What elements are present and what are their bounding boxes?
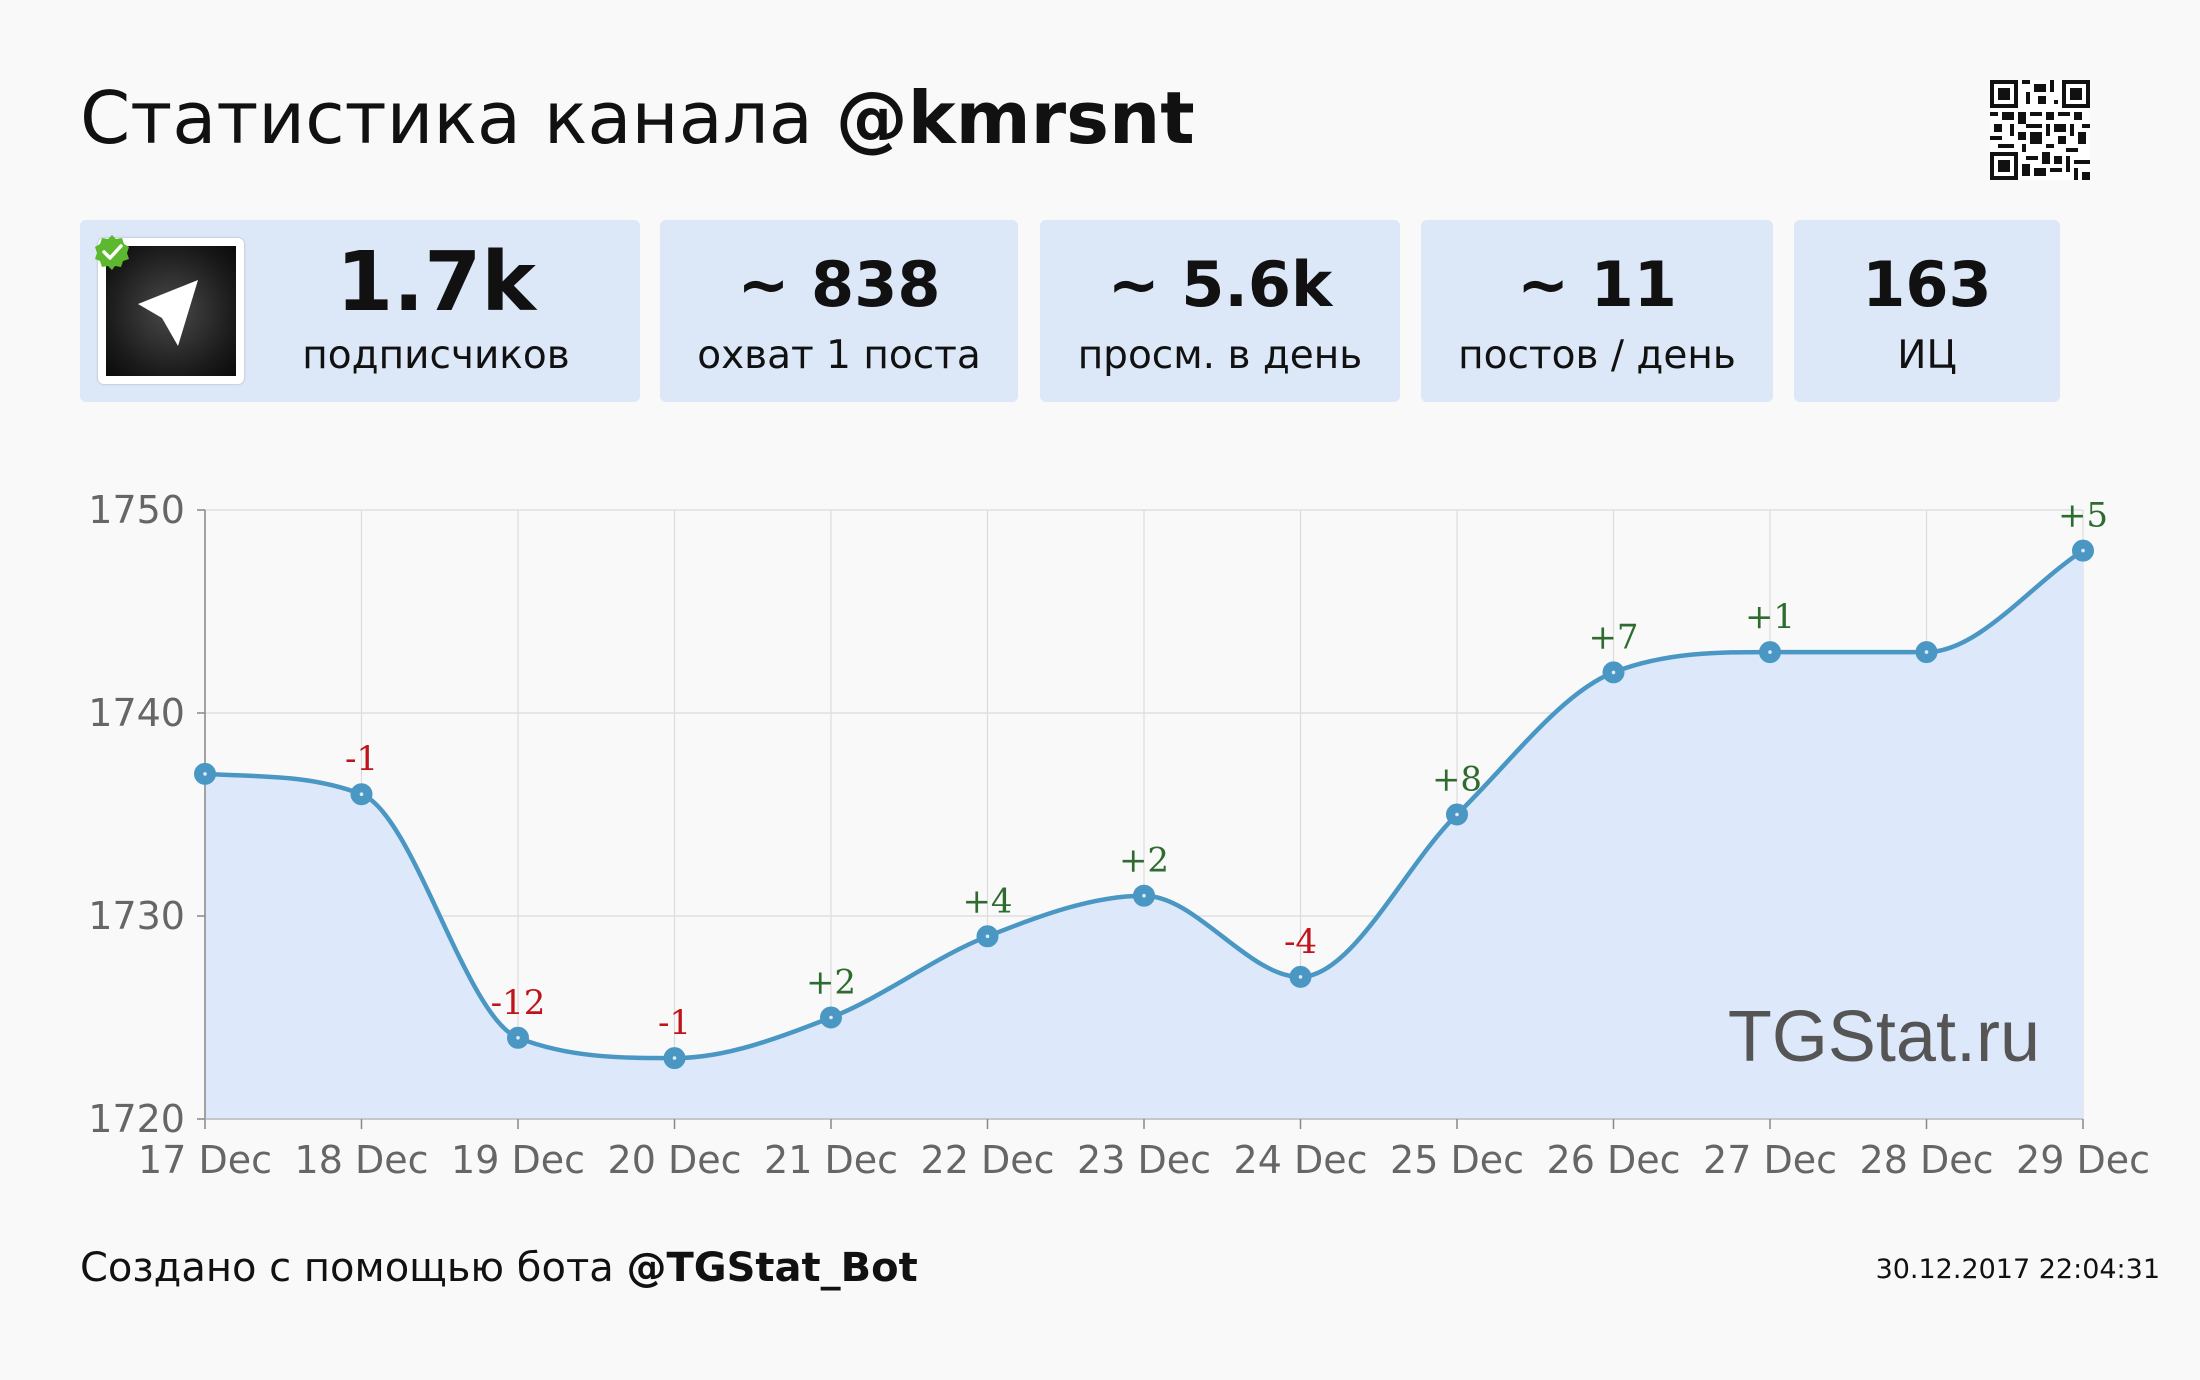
- x-tick-label: 27 Dec: [1703, 1138, 1837, 1180]
- data-point-center: [672, 1056, 677, 1060]
- stat-value: 163: [1862, 248, 1992, 321]
- y-tick-label: 1730: [88, 894, 185, 938]
- data-point-center: [359, 792, 364, 796]
- stat-label: ИЦ: [1897, 333, 1957, 378]
- verified-check-icon: [95, 235, 129, 270]
- change-label: +2: [1119, 841, 1169, 881]
- stat-label: просм. в день: [1077, 333, 1363, 378]
- stat-value: 1.7k: [336, 235, 536, 330]
- footer-credit: Создано с помощью бота @TGStat_Bot: [80, 1248, 918, 1288]
- data-point-center: [1142, 893, 1146, 898]
- stat-card-reach: ~ 838 охват 1 поста: [660, 220, 1018, 402]
- bot-link[interactable]: @TGStat_Bot: [626, 1245, 918, 1291]
- x-tick-label: 28 Dec: [1860, 1138, 1994, 1180]
- change-label: -1: [658, 1003, 691, 1043]
- change-label: -4: [1284, 922, 1317, 962]
- stat-card-citation-index: 163 ИЦ: [1794, 220, 2060, 402]
- y-tick-label: 1720: [88, 1097, 185, 1141]
- x-tick-label: 20 Dec: [608, 1138, 742, 1180]
- chart-y-tick-labels: 1720 1730 1740 1750: [88, 488, 185, 1141]
- y-tick-label: 1740: [88, 691, 185, 735]
- stat-label: подписчиков: [302, 333, 570, 378]
- change-label: +5: [2058, 496, 2108, 536]
- stat-value: ~ 11: [1517, 248, 1677, 321]
- data-point-center: [985, 934, 990, 939]
- stat-card-posts-per-day: ~ 11 постов / день: [1421, 220, 1773, 402]
- timestamp: 30.12.2017 22:04:31: [1875, 1254, 2160, 1285]
- data-point-center: [1611, 670, 1616, 675]
- x-tick-label: 18 Dec: [295, 1138, 429, 1180]
- change-label: -1: [345, 739, 378, 779]
- watermark: TGStat.ru: [1728, 997, 2040, 1077]
- channel-handle: @kmrsnt: [835, 76, 1195, 160]
- x-tick-label: 26 Dec: [1547, 1138, 1681, 1180]
- x-tick-label: 19 Dec: [451, 1138, 585, 1180]
- change-label: +8: [1432, 760, 1482, 800]
- x-tick-label: 25 Dec: [1390, 1138, 1524, 1180]
- change-label: +2: [806, 963, 856, 1003]
- title-prefix: Статистика канала: [80, 76, 813, 160]
- data-point-center: [1924, 650, 1929, 654]
- stat-label: постов / день: [1458, 333, 1736, 378]
- chart-axes: [197, 509, 2084, 1129]
- data-point-center: [1455, 812, 1459, 817]
- data-point-center: [829, 1015, 833, 1020]
- data-point-center: [1298, 975, 1303, 979]
- subscribers-chart: TGStat.ru -1-12-1+2+4+2-4+8+7+1+5 172017…: [88, 488, 2150, 1180]
- stat-value: ~ 5.6k: [1107, 248, 1333, 321]
- change-label: +1: [1745, 597, 1795, 637]
- change-label: +4: [962, 881, 1012, 921]
- chart-change-labels: -1 -12 -1 +2 +4 +2 -4 +8 +7 +1 +5: [345, 496, 2108, 1043]
- qr-code-icon: [1990, 80, 2090, 180]
- x-tick-label: 23 Dec: [1077, 1138, 1211, 1180]
- stat-card-daily-views: ~ 5.6k просм. в день: [1040, 220, 1400, 402]
- chart-points: [194, 539, 2094, 1070]
- change-label: +7: [1588, 617, 1638, 657]
- data-point-center: [516, 1036, 520, 1040]
- chart-area: [205, 550, 2083, 1119]
- y-tick-label: 1750: [88, 488, 185, 532]
- stat-value: ~ 838: [737, 248, 941, 321]
- stat-card-subscribers: 1.7k подписчиков: [80, 220, 640, 402]
- chart-x-tick-labels: 17 Dec 18 Dec 19 Dec 20 Dec 21 Dec 22 Dec 23 D…: [138, 1138, 2150, 1180]
- stat-label: охват 1 поста: [697, 333, 981, 378]
- telegram-paper-plane-icon: [138, 280, 198, 346]
- page-title: Статистика канала @kmrsnt: [80, 82, 1195, 154]
- data-point-center: [203, 772, 207, 776]
- x-tick-label: 24 Dec: [1234, 1138, 1368, 1180]
- change-label: -12: [491, 983, 546, 1023]
- data-point-center: [2081, 548, 2085, 553]
- channel-avatar: [95, 235, 244, 384]
- x-tick-label: 29 Dec: [2016, 1138, 2150, 1180]
- x-tick-label: 22 Dec: [921, 1138, 1055, 1180]
- footer-prefix: Создано с помощью бота: [80, 1245, 614, 1291]
- x-tick-label: 21 Dec: [764, 1138, 898, 1180]
- x-tick-label: 17 Dec: [138, 1138, 272, 1180]
- data-point-center: [1768, 650, 1772, 654]
